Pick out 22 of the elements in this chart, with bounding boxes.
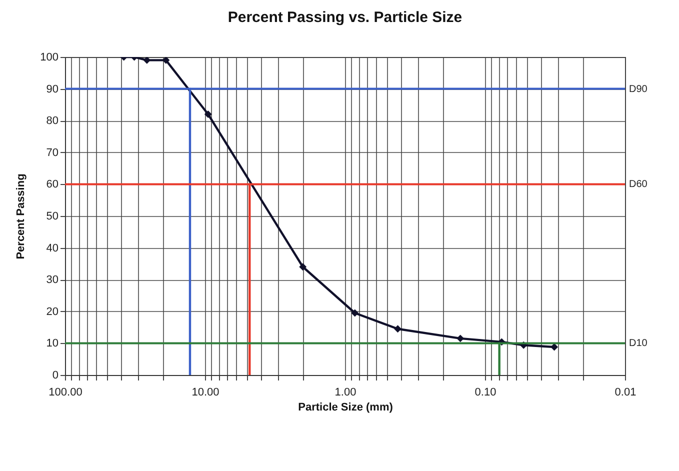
x-tick-label: 100.00 <box>48 386 82 398</box>
y-tick-label: 50 <box>46 210 58 222</box>
y-tick-label: 80 <box>46 115 58 128</box>
y-tick-label: 60 <box>46 178 58 191</box>
x-tick-label: 0.01 <box>614 386 636 398</box>
y-tick-label: 30 <box>46 274 58 286</box>
ref-line-label: D60 <box>629 179 648 190</box>
chart-title: Percent Passing vs. Particle Size <box>228 9 462 26</box>
x-tick-label: 10.00 <box>192 386 220 398</box>
x-tick-label: 1.00 <box>334 386 356 398</box>
ref-line-label: D10 <box>629 338 648 350</box>
y-axis-title: Percent Passing <box>15 174 28 260</box>
y-tick-label: 20 <box>46 306 58 318</box>
y-tick-label: 40 <box>46 242 58 254</box>
y-tick-label: 10 <box>46 338 58 350</box>
y-tick-label: 100 <box>40 52 58 64</box>
x-tick-label: 0.10 <box>474 386 496 398</box>
x-axis-title: Particle Size (mm) <box>298 402 394 414</box>
y-tick-label: 0 <box>52 370 58 382</box>
ref-line-label: D90 <box>629 84 648 95</box>
y-tick-label: 90 <box>46 83 58 96</box>
y-tick-label: 70 <box>46 146 58 159</box>
